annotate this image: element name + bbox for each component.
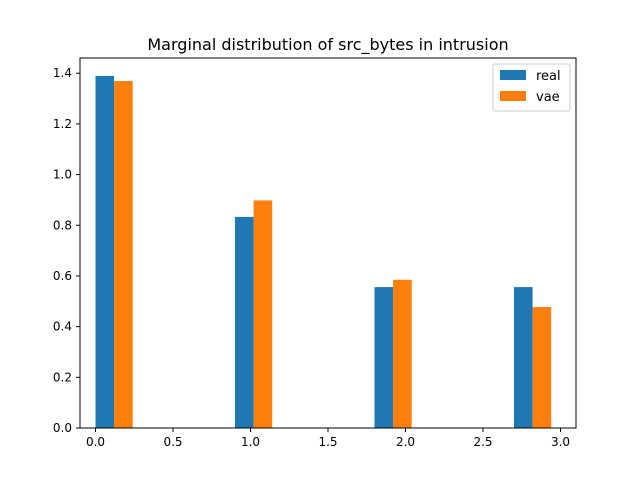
x-tick-label: 0.5 (163, 435, 182, 449)
y-tick-label: 0.6 (53, 269, 72, 283)
bar-real-3 (514, 287, 533, 428)
x-tick-label: 1.0 (241, 435, 260, 449)
x-tick-label: 1.5 (318, 435, 337, 449)
bar-real-2 (374, 287, 394, 428)
bars (95, 75, 552, 428)
x-tick-label: 0.0 (86, 435, 105, 449)
x-tick-label: 2.0 (396, 435, 415, 449)
x-tick-label: 3.0 (551, 435, 570, 449)
plot-frame (79, 57, 577, 429)
bar-vae-0 (114, 81, 133, 428)
y-tick-label: 0.0 (53, 421, 72, 435)
axes (79, 57, 577, 429)
y-tick-label: 1.2 (53, 117, 72, 131)
y-axis-ticks: 0.0 0.2 0.4 0.6 0.8 1.0 1.2 1.4 (53, 66, 80, 435)
y-tick-label: 1.0 (53, 168, 72, 182)
bar-vae-2 (393, 279, 412, 428)
x-axis-ticks: 0.0 0.5 1.0 1.5 2.0 2.5 3.0 (86, 428, 570, 449)
legend-label-vae: vae (536, 90, 560, 105)
bar-vae-1 (253, 200, 273, 428)
y-tick-label: 0.2 (53, 370, 72, 384)
bar-vae-3 (532, 307, 552, 428)
legend-swatch-real (500, 70, 526, 80)
y-tick-label: 0.4 (53, 320, 72, 334)
bar-real-1 (235, 216, 254, 428)
chart-title: Marginal distribution of src_bytes in in… (147, 35, 508, 55)
x-tick-label: 2.5 (473, 435, 492, 449)
bar-real-0 (95, 75, 115, 428)
legend-swatch-vae (500, 91, 526, 101)
legend-label-real: real (536, 69, 561, 84)
y-tick-label: 1.4 (53, 66, 72, 80)
y-tick-label: 0.8 (53, 218, 72, 232)
legend: real vae (492, 63, 571, 112)
